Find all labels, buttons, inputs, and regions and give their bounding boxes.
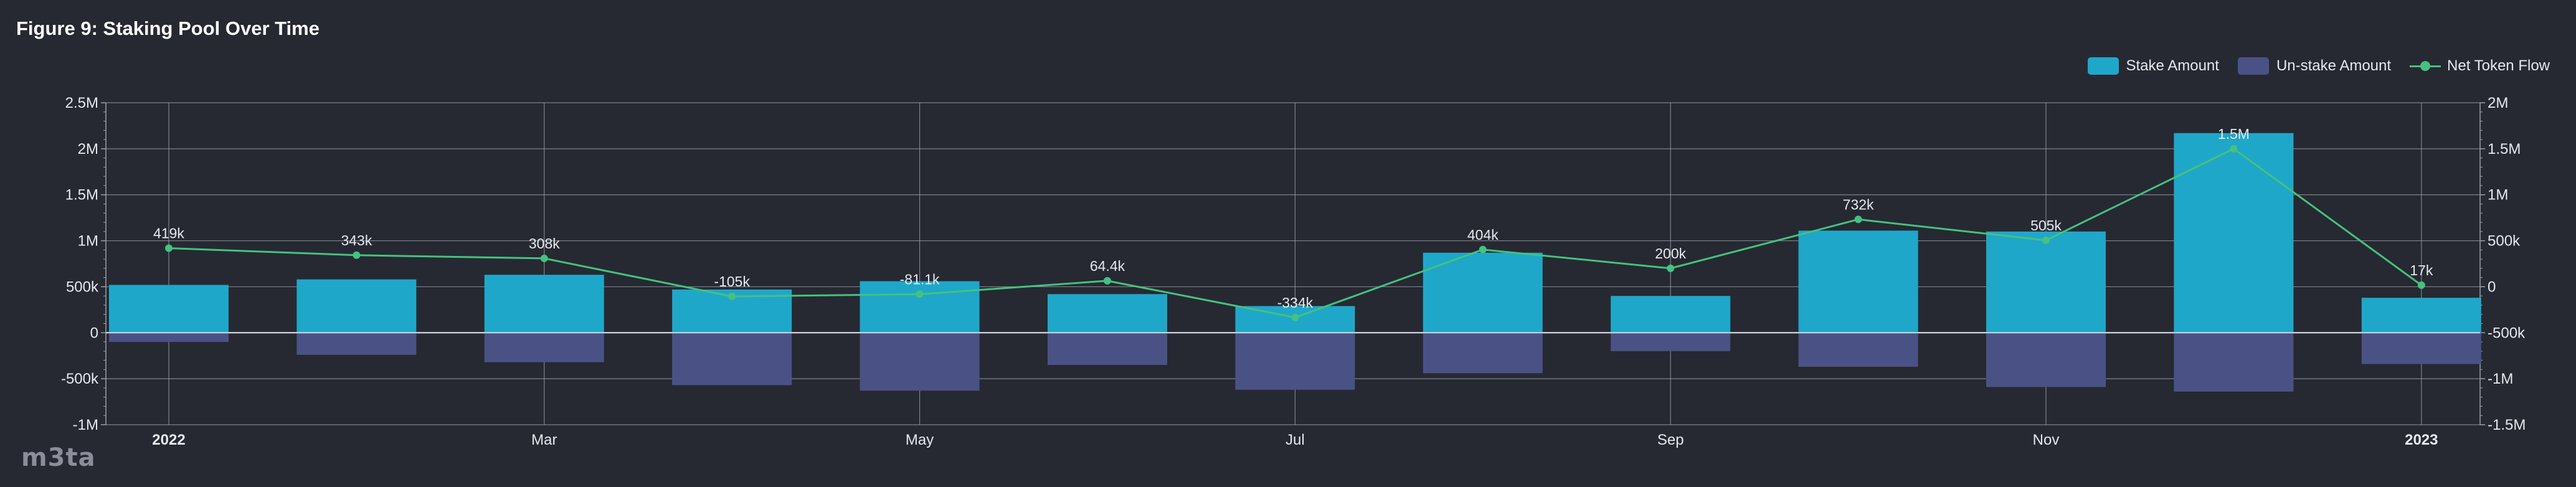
unstake-bar (672, 333, 792, 385)
unstake-bar (2174, 333, 2294, 392)
unstake-bar (1611, 333, 1731, 351)
x-tick-label: Mar (531, 432, 557, 448)
net-flow-data-label: -105k (714, 273, 750, 290)
y-right-tick-label: 1M (2488, 187, 2508, 204)
stake-bar (1048, 294, 1167, 333)
legend-label-net-flow: Net Token Flow (2447, 57, 2550, 74)
net-flow-data-label: -334k (1277, 295, 1314, 311)
net-flow-point (353, 251, 361, 259)
y-left-tick-label: 1.5M (65, 187, 98, 204)
y-right-tick-label: -1M (2488, 371, 2513, 387)
legend-item-unstake[interactable]: Un-stake Amount (2237, 57, 2392, 75)
x-tick-label: Nov (2033, 432, 2060, 448)
net-flow-point (1854, 215, 1862, 224)
y-left-tick-label: 2.5M (65, 95, 98, 111)
stake-swatch-icon (2087, 57, 2119, 75)
x-tick-label: Jul (1286, 432, 1305, 448)
unstake-bar (484, 333, 604, 362)
stake-bar (1611, 296, 1731, 333)
unstake-bar (1423, 333, 1543, 374)
unstake-bar (1235, 333, 1355, 390)
x-tick-label: 2022 (152, 432, 185, 448)
unstake-swatch-icon (2237, 57, 2269, 75)
y-right-tick-label: 0 (2488, 278, 2496, 295)
net-flow-line-icon (2410, 57, 2441, 75)
legend-item-net-flow[interactable]: Net Token Flow (2410, 57, 2550, 75)
x-tick-label: 2023 (2405, 432, 2438, 448)
legend-label-unstake: Un-stake Amount (2276, 57, 2392, 74)
net-flow-data-label: 200k (1655, 245, 1686, 262)
unstake-bar (859, 333, 980, 391)
y-right-tick-label: 1.5M (2488, 141, 2521, 158)
net-flow-data-label: 419k (153, 225, 184, 242)
unstake-bar (109, 333, 229, 343)
net-flow-point (165, 244, 173, 252)
net-flow-data-label: 404k (1467, 227, 1499, 243)
brand-logo: m3ta (21, 443, 96, 472)
y-left-tick-label: 500k (66, 278, 99, 295)
stake-bar (1986, 231, 2106, 333)
net-flow-point (2230, 144, 2238, 153)
legend-item-stake[interactable]: Stake Amount (2087, 57, 2219, 75)
stake-bar (859, 281, 980, 333)
net-flow-point (728, 292, 736, 300)
unstake-bar (1986, 333, 2106, 387)
y-right-tick-label: 500k (2488, 233, 2521, 250)
y-right-tick-label: 2M (2488, 95, 2508, 111)
net-flow-point (1104, 277, 1111, 285)
y-left-tick-label: -1M (73, 417, 98, 433)
net-flow-data-label: 343k (341, 232, 372, 248)
legend-label-stake: Stake Amount (2126, 57, 2219, 74)
x-tick-label: Sep (1657, 432, 1684, 448)
net-flow-point (916, 290, 924, 298)
unstake-bar (1798, 333, 1918, 367)
net-flow-point (1479, 245, 1487, 253)
y-left-tick-label: 2M (78, 141, 98, 158)
unstake-bar (2361, 333, 2481, 364)
chart-title: Figure 9: Staking Pool Over Time (16, 17, 320, 39)
stake-bar (296, 279, 417, 333)
stake-bar (1798, 230, 1918, 333)
net-flow-point (540, 254, 548, 262)
y-left-tick-label: 0 (90, 324, 98, 341)
net-flow-point (1667, 264, 1675, 272)
stake-bar (109, 285, 229, 333)
y-left-tick-label: 1M (78, 233, 98, 250)
y-right-tick-label: -1.5M (2488, 417, 2526, 433)
net-flow-data-label: 64.4k (1090, 258, 1125, 274)
net-flow-data-label: 732k (1843, 196, 1874, 212)
net-flow-data-label: 308k (529, 235, 560, 252)
net-flow-data-label: 17k (2410, 262, 2433, 278)
unstake-bar (296, 333, 417, 355)
net-flow-data-label: 1.5M (2218, 126, 2250, 142)
net-flow-point (2417, 281, 2425, 289)
unstake-bar (1048, 333, 1167, 365)
stake-bar (2361, 298, 2481, 333)
x-tick-label: May (906, 432, 934, 448)
stake-bar (484, 275, 604, 333)
net-flow-point (2042, 236, 2050, 244)
legend: Stake Amount Un-stake Amount Net Token F… (2069, 57, 2550, 75)
stake-bar (2174, 133, 2294, 333)
net-flow-data-label: -81.1k (900, 271, 940, 287)
y-left-tick-label: -500k (61, 371, 99, 387)
net-flow-point (1291, 313, 1299, 321)
stake-bar (1423, 252, 1543, 333)
y-right-tick-label: -500k (2488, 324, 2526, 341)
net-flow-data-label: 505k (2030, 217, 2062, 234)
